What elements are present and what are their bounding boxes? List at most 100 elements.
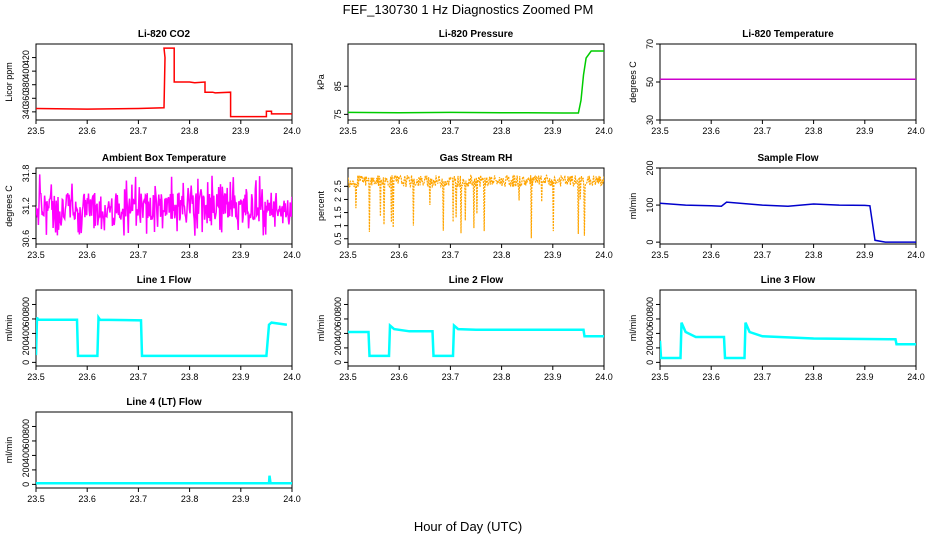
plot-frame	[659, 43, 917, 121]
y-tick-label: 70	[645, 39, 655, 49]
y-tick-label: 600	[333, 311, 343, 326]
y-axis-label: ml/min	[4, 437, 14, 464]
x-tick-label: 23.6	[702, 372, 720, 382]
y-tick-label: 400	[21, 64, 31, 79]
x-tick-label: 23.8	[181, 250, 199, 260]
x-tick-label: 23.6	[78, 126, 96, 136]
y-tick-label: 200	[645, 340, 655, 355]
x-tick-label: 23.7	[130, 372, 148, 382]
x-tick-label: 23.8	[493, 372, 511, 382]
y-tick-label: 2.5	[333, 180, 343, 193]
y-tick-label: 400	[21, 326, 31, 341]
series-line	[348, 50, 604, 114]
y-axis-label: ml/min	[316, 315, 326, 342]
panel-5: Sample Flow 23.5 23.6 23.7 23.8 23.9 24.0 0 100 2…	[628, 153, 925, 260]
panel-title: Sample Flow	[757, 153, 818, 164]
x-tick-label: 23.7	[442, 372, 460, 382]
x-tick-label: 23.7	[130, 250, 148, 260]
x-tick-label: 23.6	[390, 126, 408, 136]
figure-title: FEF_130730 1 Hz Diagnostics Zoomed PM	[343, 2, 594, 17]
y-tick-label: 200	[645, 160, 655, 175]
y-tick-label: 800	[645, 297, 655, 312]
y-tick-label: 31.8	[21, 165, 31, 183]
series-line	[348, 322, 604, 358]
x-tick-label: 23.8	[805, 250, 823, 260]
x-tick-label: 24.0	[595, 250, 613, 260]
panel-3: Ambient Box Temperature 23.5 23.6 23.7 23.8 2…	[4, 153, 301, 260]
x-tick-label: 23.6	[702, 250, 720, 260]
x-tick-label: 23.5	[339, 372, 357, 382]
panel-title: Li-820 CO2	[138, 29, 191, 40]
x-tick-label: 23.9	[544, 372, 562, 382]
y-axis-label: degrees C	[628, 61, 638, 103]
plot-frame	[347, 43, 605, 121]
x-tick-label: 23.6	[702, 126, 720, 136]
x-tick-label: 23.5	[27, 372, 45, 382]
plot-frame	[35, 43, 293, 121]
y-axis-label: ml/min	[628, 193, 638, 220]
panel-title: Line 4 (LT) Flow	[126, 397, 202, 408]
panel-title: Line 2 Flow	[449, 275, 504, 286]
y-axis-label: percent	[316, 190, 326, 221]
y-tick-label: 1.5	[333, 206, 343, 219]
x-tick-label: 23.7	[442, 126, 460, 136]
series-line	[36, 47, 292, 118]
x-tick-label: 23.9	[232, 250, 250, 260]
panel-4: Gas Stream RH 23.5 23.6 23.7 23.8 23.9 24.0 0.5…	[316, 153, 613, 260]
x-tick-label: 24.0	[595, 372, 613, 382]
x-tick-label: 23.6	[78, 250, 96, 260]
x-tick-label: 23.8	[181, 372, 199, 382]
x-tick-label: 23.6	[390, 250, 408, 260]
y-tick-label: 50	[645, 77, 655, 87]
panel-0: Li-820 CO2 23.5 23.6 23.7 23.8 23.9 24.0 340360…	[4, 29, 301, 136]
y-tick-label: 0	[645, 360, 655, 365]
panel-2: Li-820 Temperature 23.5 23.6 23.7 23.8 23.9 24…	[628, 29, 925, 136]
x-tick-label: 23.5	[27, 126, 45, 136]
x-tick-label: 23.8	[805, 126, 823, 136]
y-tick-label: 200	[333, 340, 343, 355]
series-line	[348, 173, 604, 239]
plot-frame	[35, 289, 293, 367]
plot-frame	[347, 289, 605, 367]
y-tick-label: 600	[21, 433, 31, 448]
panel-7: Line 2 Flow 23.5 23.6 23.7 23.8 23.9 24.0 0 2004…	[316, 275, 613, 382]
panel-title: Gas Stream RH	[440, 153, 513, 164]
x-tick-label: 23.7	[754, 250, 772, 260]
x-tick-label: 23.5	[27, 250, 45, 260]
x-axis-label: Hour of Day (UTC)	[414, 519, 522, 534]
panel-1: Li-820 Pressure 23.5 23.6 23.7 23.8 23.9 24.0 7…	[316, 29, 613, 136]
x-tick-label: 23.7	[754, 126, 772, 136]
x-tick-label: 23.9	[856, 372, 874, 382]
x-tick-label: 23.5	[339, 126, 357, 136]
y-tick-label: 0	[333, 360, 343, 365]
y-axis-label: Licor ppm	[4, 62, 14, 102]
x-tick-label: 24.0	[283, 494, 301, 504]
x-tick-label: 23.9	[856, 126, 874, 136]
panel-6: Line 1 Flow 23.5 23.6 23.7 23.8 23.9 24.0 0 2004…	[4, 275, 301, 382]
y-tick-label: 2	[333, 197, 343, 202]
y-tick-label: 400	[645, 326, 655, 341]
y-axis-label: kPa	[316, 74, 326, 90]
x-tick-label: 23.6	[78, 494, 96, 504]
panel-title: Ambient Box Temperature	[102, 153, 227, 164]
y-tick-label: 30	[645, 115, 655, 125]
x-tick-label: 23.8	[805, 372, 823, 382]
y-tick-label: 200	[21, 340, 31, 355]
x-tick-label: 23.7	[442, 250, 460, 260]
y-tick-label: 0	[645, 240, 655, 245]
series-line	[36, 174, 292, 236]
x-tick-label: 23.9	[856, 250, 874, 260]
panel-8: Line 3 Flow 23.5 23.6 23.7 23.8 23.9 24.0 0 2004…	[628, 275, 925, 382]
plot-frame	[347, 167, 605, 245]
y-tick-label: 380	[21, 77, 31, 92]
x-tick-label: 24.0	[595, 126, 613, 136]
x-tick-label: 24.0	[907, 126, 925, 136]
panel-title: Li-820 Temperature	[742, 29, 834, 40]
x-tick-label: 23.7	[754, 372, 772, 382]
x-tick-label: 23.5	[651, 250, 669, 260]
x-tick-label: 23.7	[130, 494, 148, 504]
y-tick-label: 1	[333, 223, 343, 228]
y-tick-label: 400	[21, 448, 31, 463]
x-tick-label: 24.0	[283, 372, 301, 382]
